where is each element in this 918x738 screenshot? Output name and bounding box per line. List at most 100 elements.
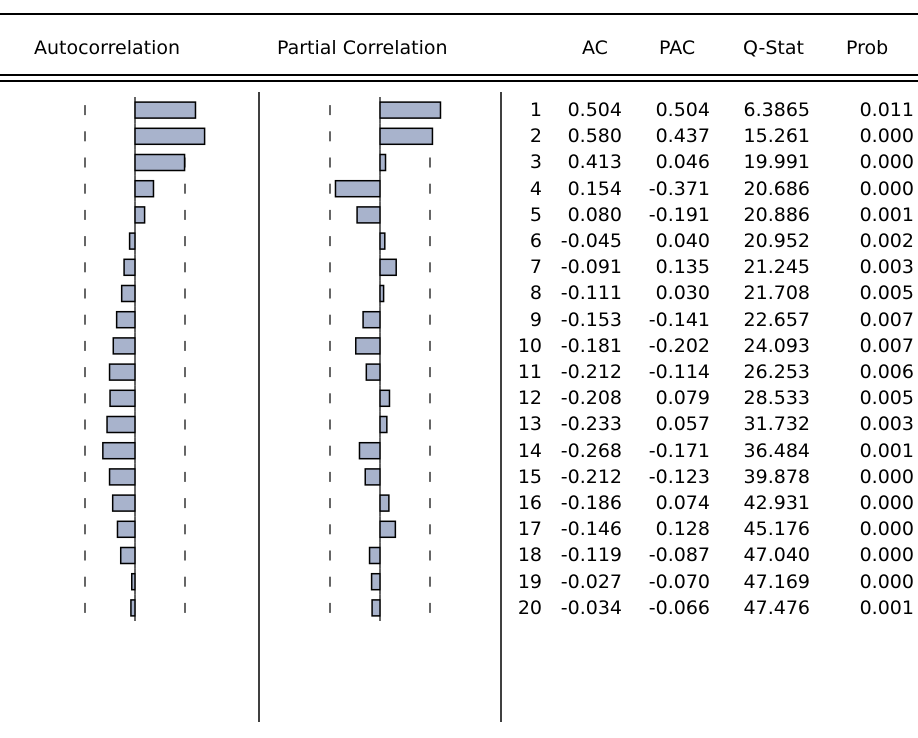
pac-cell: 0.504 bbox=[655, 99, 710, 121]
ac-bar bbox=[134, 179, 155, 198]
pac-bar bbox=[368, 546, 381, 565]
ac-cell: 0.154 bbox=[567, 177, 622, 200]
prob-cell: 0.005 bbox=[859, 387, 914, 410]
header-prob: Prob bbox=[846, 37, 889, 59]
prob-cell: 0.000 bbox=[859, 492, 914, 514]
table-row: 13 -0.233 0.057 31.732 0.003 bbox=[500, 411, 918, 437]
ac-bar bbox=[108, 468, 136, 486]
table-row: 1 0.504 0.504 6.3865 0.011 bbox=[500, 97, 918, 123]
lag-cell: 16 bbox=[517, 492, 542, 514]
ac-cell: -0.119 bbox=[560, 544, 622, 567]
qstat-cell: 28.533 bbox=[743, 387, 810, 410]
ac-bar bbox=[130, 599, 136, 617]
pac-bar bbox=[371, 599, 381, 617]
ac-cell: 0.580 bbox=[567, 125, 622, 148]
qstat-cell: 31.732 bbox=[743, 413, 810, 436]
pac-cell: -0.202 bbox=[648, 334, 710, 357]
header-rule-bottom bbox=[0, 80, 918, 82]
pac-bar bbox=[379, 101, 442, 119]
table-row: 4 0.154 -0.371 20.686 0.000 bbox=[500, 176, 918, 202]
ac-bar bbox=[134, 153, 186, 172]
lag-cell: 13 bbox=[517, 413, 542, 436]
ac-cell: -0.268 bbox=[560, 439, 622, 462]
table-row: 11 -0.212 -0.114 26.253 0.006 bbox=[500, 359, 918, 385]
qstat-cell: 39.878 bbox=[743, 465, 810, 488]
pac-cell: -0.371 bbox=[648, 177, 710, 200]
table-row: 12 -0.208 0.079 28.533 0.005 bbox=[500, 385, 918, 411]
lag-cell: 1 bbox=[529, 99, 542, 121]
prob-cell: 0.005 bbox=[859, 282, 914, 305]
ac-cell: -0.045 bbox=[560, 230, 622, 252]
prob-cell: 0.000 bbox=[859, 570, 914, 593]
pac-cell: 0.057 bbox=[655, 413, 710, 436]
pac-cell: 0.079 bbox=[655, 387, 710, 410]
prob-cell: 0.001 bbox=[859, 203, 914, 226]
ac-bar bbox=[115, 310, 136, 329]
prob-cell: 0.001 bbox=[859, 596, 914, 619]
lag-cell: 17 bbox=[517, 518, 542, 541]
table-row: 18 -0.119 -0.087 47.040 0.000 bbox=[500, 542, 918, 568]
pac-bar bbox=[379, 153, 387, 172]
qstat-cell: 15.261 bbox=[743, 125, 810, 148]
table-row: 14 -0.268 -0.171 36.484 0.001 bbox=[500, 438, 918, 464]
pac-cell: -0.114 bbox=[648, 361, 710, 383]
qstat-cell: 21.708 bbox=[743, 282, 810, 305]
pac-cell: 0.040 bbox=[655, 230, 710, 252]
qstat-cell: 21.245 bbox=[743, 256, 810, 279]
header-qstat: Q-Stat bbox=[743, 37, 804, 59]
ac-bar bbox=[106, 415, 136, 434]
ac-bar bbox=[119, 546, 136, 565]
pac-cell: -0.087 bbox=[648, 544, 710, 567]
qstat-cell: 24.093 bbox=[743, 334, 810, 357]
prob-cell: 0.003 bbox=[859, 256, 914, 279]
pac-cell: -0.141 bbox=[648, 308, 710, 331]
ac-bar bbox=[111, 494, 136, 512]
ac-cell: -0.146 bbox=[560, 518, 622, 541]
ac-bar bbox=[120, 284, 136, 303]
lag-cell: 4 bbox=[529, 177, 542, 200]
lag-cell: 11 bbox=[517, 361, 542, 383]
qstat-cell: 26.253 bbox=[743, 361, 810, 383]
pac-cell: 0.128 bbox=[655, 518, 710, 541]
pac-bar bbox=[355, 337, 381, 355]
qstat-cell: 20.952 bbox=[743, 230, 810, 252]
ac-cell: -0.186 bbox=[560, 492, 622, 514]
ac-cell: -0.153 bbox=[560, 308, 622, 331]
ac-bar bbox=[134, 101, 197, 119]
header-pac: PAC bbox=[659, 37, 696, 59]
pac-bar bbox=[365, 363, 381, 381]
ac-cell: 0.413 bbox=[567, 151, 622, 174]
ac-cell: -0.212 bbox=[560, 361, 622, 383]
pac-cell: 0.437 bbox=[655, 125, 710, 148]
lag-cell: 20 bbox=[517, 596, 542, 619]
lag-cell: 8 bbox=[529, 282, 542, 305]
qstat-cell: 36.484 bbox=[743, 439, 810, 462]
ac-cell: -0.233 bbox=[560, 413, 622, 436]
ac-cell: -0.208 bbox=[560, 387, 622, 410]
table-row: 5 0.080 -0.191 20.886 0.001 bbox=[500, 202, 918, 228]
ac-cell: -0.181 bbox=[560, 334, 622, 357]
prob-cell: 0.000 bbox=[859, 177, 914, 200]
lag-cell: 12 bbox=[517, 387, 542, 410]
pac-bar bbox=[379, 520, 397, 539]
table-row: 10 -0.181 -0.202 24.093 0.007 bbox=[500, 333, 918, 359]
pac-bar bbox=[379, 389, 391, 408]
table-row: 7 -0.091 0.135 21.245 0.003 bbox=[500, 254, 918, 280]
qstat-cell: 22.657 bbox=[743, 308, 810, 331]
header-rule-top bbox=[0, 74, 918, 76]
pac-bar bbox=[379, 232, 386, 250]
prob-cell: 0.000 bbox=[859, 544, 914, 567]
qstat-cell: 6.3865 bbox=[743, 99, 810, 121]
prob-cell: 0.000 bbox=[859, 465, 914, 488]
ac-cell: -0.027 bbox=[560, 570, 622, 593]
pac-bar bbox=[379, 258, 397, 277]
lag-cell: 3 bbox=[529, 151, 542, 174]
lag-cell: 6 bbox=[529, 230, 542, 252]
lag-cell: 2 bbox=[529, 125, 542, 148]
ac-cell: 0.504 bbox=[567, 99, 622, 121]
ac-bar bbox=[102, 441, 136, 460]
ac-cell: 0.080 bbox=[567, 203, 622, 226]
qstat-cell: 19.991 bbox=[743, 151, 810, 174]
pac-bar bbox=[358, 441, 381, 460]
ac-bar bbox=[128, 232, 136, 250]
